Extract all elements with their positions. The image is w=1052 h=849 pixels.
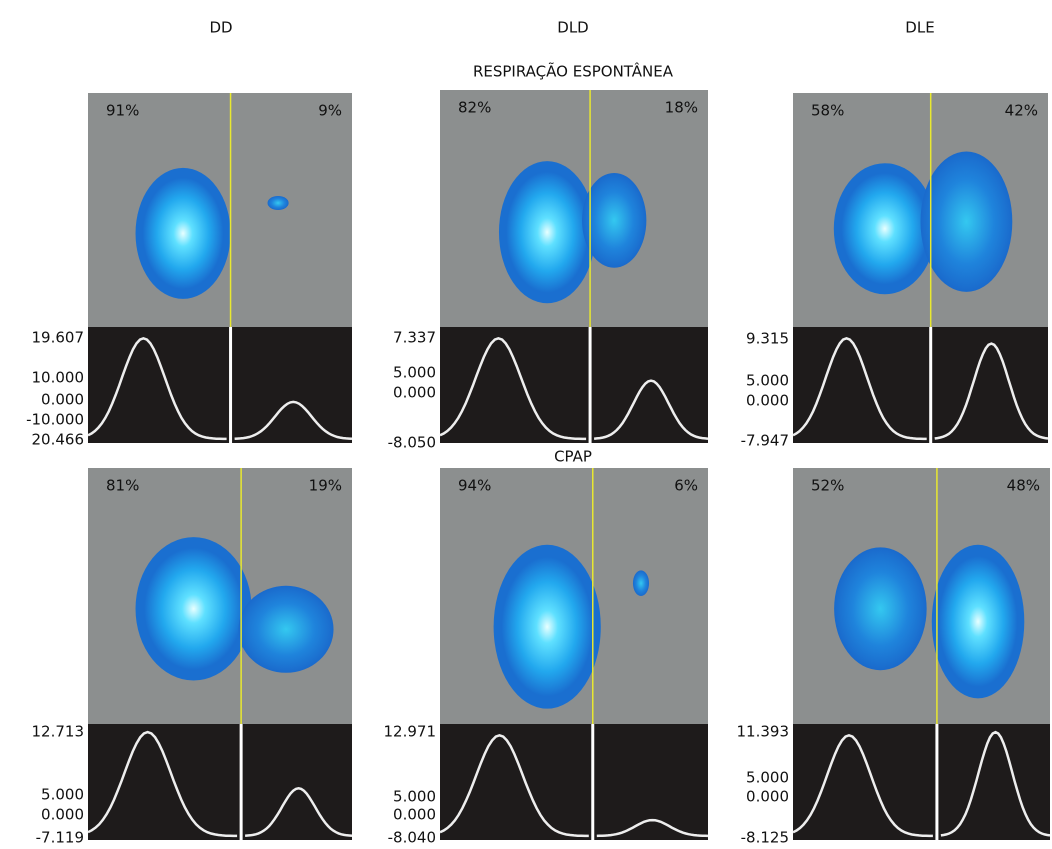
waveform-panel <box>440 327 708 443</box>
left-percent: 94% <box>458 477 491 495</box>
ventilation-blob <box>931 544 1025 699</box>
scale-label: 12.971 <box>384 723 437 741</box>
row-title: RESPIRAÇÃO ESPONTÂNEA <box>473 62 674 81</box>
ventilation-blob <box>493 544 601 709</box>
right-percent: 42% <box>1005 102 1038 120</box>
scale-label: 11.393 <box>737 723 790 741</box>
waveform-panel <box>88 327 352 443</box>
waveform <box>792 733 933 838</box>
row-title: CPAP <box>554 448 592 466</box>
scale-label: 9.315 <box>746 330 789 348</box>
scale-label: -7.119 <box>36 829 84 847</box>
ventilation-blob <box>920 151 1013 292</box>
left-percent: 91% <box>106 102 139 120</box>
column-header: DLD <box>557 19 588 37</box>
scale-label: 20.466 <box>32 431 85 449</box>
scale-label: 0.000 <box>41 806 84 824</box>
ventilation-blob <box>135 167 231 299</box>
ventilation-blob <box>135 537 252 681</box>
waveform <box>245 787 353 837</box>
scale-label: 0.000 <box>393 384 436 402</box>
waveform <box>593 379 709 440</box>
waveform-panel <box>793 327 1048 443</box>
waveform-panel <box>88 724 352 840</box>
right-percent: 19% <box>309 477 342 495</box>
waveform <box>792 336 927 441</box>
scale-label: -10.000 <box>26 411 84 429</box>
waveform <box>87 336 227 441</box>
scale-label: 5.000 <box>746 372 789 390</box>
column-header: DD <box>209 19 232 37</box>
scale-label: 19.607 <box>32 329 85 347</box>
scale-label: -8.125 <box>741 829 789 847</box>
left-percent: 81% <box>106 477 139 495</box>
ventilation-blob <box>582 172 647 268</box>
waveform <box>439 733 589 838</box>
ventilation-blob <box>834 547 927 671</box>
scale-label: 5.000 <box>393 364 436 382</box>
column-header: DLE <box>905 19 934 37</box>
scale-label: 0.000 <box>746 392 789 410</box>
ventilation-blob <box>267 195 289 210</box>
scale-label: 10.000 <box>32 369 85 387</box>
scale-label: 12.713 <box>32 723 85 741</box>
waveform <box>234 400 353 441</box>
right-percent: 48% <box>1007 477 1040 495</box>
right-percent: 18% <box>665 99 698 117</box>
waveform <box>596 818 709 838</box>
waveform <box>940 730 1051 837</box>
scale-label: 7.337 <box>393 329 436 347</box>
scale-label: 5.000 <box>746 769 789 787</box>
waveform <box>934 342 1049 440</box>
scale-label: -8.050 <box>388 434 436 452</box>
ventilation-blob <box>833 163 936 295</box>
ventilation-blob <box>238 585 334 673</box>
left-percent: 58% <box>811 102 844 120</box>
scale-label: -8.040 <box>388 829 436 847</box>
right-percent: 9% <box>318 102 342 120</box>
ventilation-blob <box>632 570 650 596</box>
scale-label: 5.000 <box>41 786 84 804</box>
scale-label: 5.000 <box>393 788 436 806</box>
scale-label: 0.000 <box>393 806 436 824</box>
scale-label: 0.000 <box>746 788 789 806</box>
waveform-panel <box>440 724 708 840</box>
ventilation-blob <box>498 161 596 304</box>
right-percent: 6% <box>674 477 698 495</box>
waveform <box>87 730 238 838</box>
left-percent: 52% <box>811 477 844 495</box>
scale-label: -7.947 <box>741 432 789 450</box>
left-percent: 82% <box>458 99 491 117</box>
scale-label: 0.000 <box>41 391 84 409</box>
waveform <box>439 336 587 441</box>
waveform-panel <box>793 724 1050 840</box>
